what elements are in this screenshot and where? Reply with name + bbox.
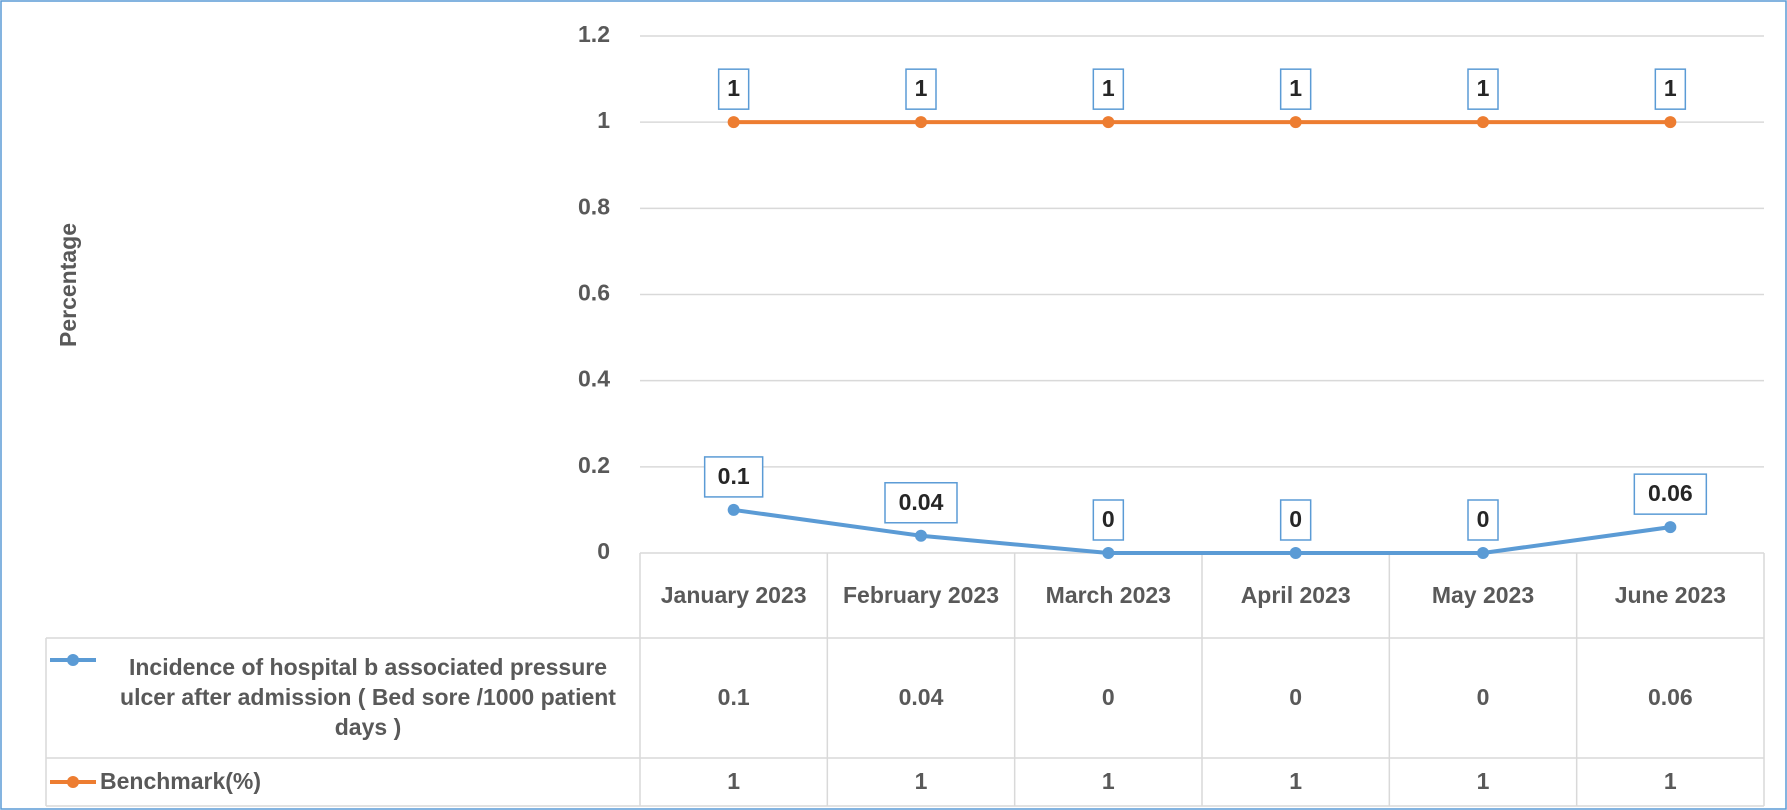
- data-label: 1: [727, 75, 740, 101]
- y-tick-label: 0: [597, 538, 610, 564]
- series-marker: [1102, 547, 1115, 559]
- table-value: 1: [1289, 768, 1303, 795]
- data-label-box: [1092, 499, 1125, 541]
- y-axis-label: Percentage: [55, 223, 81, 347]
- data-label-box: [717, 68, 750, 110]
- table-value: 1: [1101, 768, 1115, 795]
- legend-key-marker: [67, 654, 79, 666]
- legend-label: Incidence of hospital b associated press…: [120, 654, 616, 740]
- series-marker: [1289, 547, 1302, 559]
- series-marker: [915, 116, 927, 129]
- data-label-box: [1092, 68, 1125, 110]
- legend-label: Benchmark(%): [100, 768, 262, 795]
- data-label: 0: [1289, 506, 1302, 532]
- series-marker: [915, 529, 927, 542]
- series-marker: [1477, 116, 1489, 129]
- table-value: 1: [914, 768, 928, 795]
- data-label-box: [1467, 68, 1499, 110]
- y-tick-label: 0.2: [578, 452, 610, 478]
- series-marker: [1477, 547, 1489, 559]
- y-tick-label: 0.6: [578, 280, 610, 306]
- table-value: 1: [1663, 768, 1677, 795]
- data-label: 0.1: [718, 463, 750, 489]
- data-label-box: [1279, 499, 1312, 541]
- x-tick-label: April 2023: [1240, 581, 1351, 608]
- x-tick-label: February 2023: [843, 581, 999, 608]
- x-tick-label: May 2023: [1431, 581, 1535, 608]
- table-value: 0: [1289, 684, 1303, 711]
- data-label-box: [1467, 499, 1499, 541]
- x-tick-label: January 2023: [660, 581, 807, 608]
- data-label: 1: [1664, 75, 1677, 101]
- data-label: 1: [1102, 75, 1115, 101]
- data-label-box: [884, 482, 958, 524]
- data-label: 0: [1477, 506, 1490, 532]
- y-tick-label: 1.2: [578, 21, 610, 47]
- table-value: 1: [727, 768, 741, 795]
- series-marker: [1664, 521, 1677, 534]
- legend-key-marker: [67, 776, 79, 788]
- x-tick-label: March 2023: [1045, 581, 1171, 608]
- y-tick-label: 0.4: [578, 366, 610, 392]
- data-label-box: [1279, 68, 1312, 110]
- series-line: [733, 507, 1671, 555]
- data-label-box: [905, 68, 937, 110]
- data-label-box: [1633, 473, 1708, 515]
- data-label: 1: [1477, 75, 1490, 101]
- y-tick-label: 1: [597, 107, 610, 133]
- table-value: 0.04: [898, 684, 944, 711]
- y-tick-label: 0.8: [578, 193, 610, 219]
- data-label: 1: [915, 75, 928, 101]
- x-tick-label: June 2023: [1614, 581, 1726, 608]
- data-label: 0.06: [1648, 480, 1693, 506]
- data-label-box: [703, 456, 764, 498]
- series-marker: [1289, 116, 1302, 129]
- data-label: 0.04: [899, 489, 944, 515]
- data-label-box: [1654, 68, 1687, 110]
- series-marker: [1664, 116, 1677, 129]
- table-value: 0.06: [1647, 684, 1693, 711]
- series-marker: [1102, 116, 1115, 129]
- data-label: 1: [1289, 75, 1302, 101]
- table-value: 0: [1101, 684, 1115, 711]
- table-value: 0: [1476, 684, 1490, 711]
- table-value: 0.1: [717, 684, 750, 711]
- series-marker: [727, 503, 740, 516]
- series-marker: [727, 116, 740, 129]
- table-value: 1: [1476, 768, 1490, 795]
- data-label: 0: [1102, 506, 1115, 532]
